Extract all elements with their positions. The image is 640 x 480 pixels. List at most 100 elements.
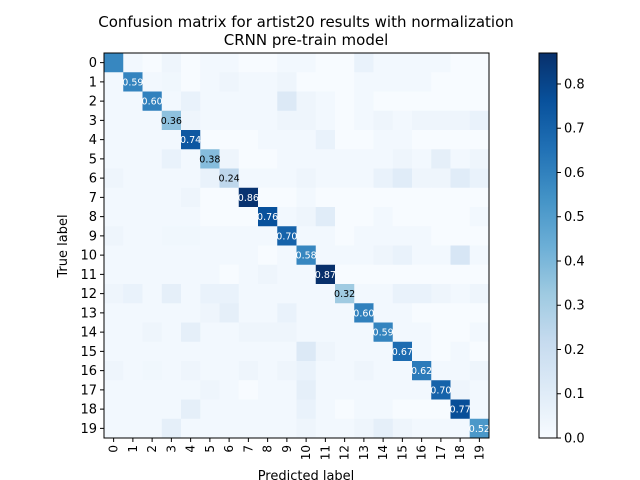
heatmap-cell [354, 53, 374, 73]
heatmap-cell [373, 53, 394, 73]
heatmap-cell [296, 168, 317, 189]
heatmap-cell [412, 53, 432, 73]
heatmap-cell [431, 284, 451, 304]
heatmap-cell [104, 187, 124, 208]
heatmap-cell [181, 149, 201, 169]
heatmap-cell [469, 245, 490, 266]
heatmap-cell [200, 245, 220, 266]
heatmap-cell [161, 303, 182, 323]
heatmap-cell [142, 53, 163, 73]
heatmap-cell [354, 149, 374, 169]
heatmap-cell [392, 187, 413, 208]
heatmap-cell [238, 207, 259, 227]
y-tick-label: 18 [80, 403, 97, 418]
x-tick-label: 8 [261, 445, 275, 453]
heatmap-cell [335, 264, 355, 285]
heatmap-cell [450, 226, 471, 246]
heatmap-cell [238, 418, 259, 439]
heatmap-cell [200, 418, 220, 439]
heatmap-cell [412, 91, 432, 112]
heatmap-cell [238, 91, 259, 112]
heatmap-cell [104, 168, 124, 189]
x-tick-label: 14 [376, 445, 390, 460]
heatmap-cell [277, 187, 297, 208]
heatmap-cell [181, 264, 201, 285]
heatmap-cell [219, 149, 240, 169]
heatmap-cell [142, 284, 163, 304]
heatmap-cell [431, 207, 451, 227]
heatmap-cell [431, 110, 451, 131]
heatmap-cell [142, 168, 163, 189]
cell-value-label: 0.24 [219, 174, 240, 185]
heatmap-cell [200, 380, 220, 400]
heatmap-cell [373, 264, 394, 285]
heatmap-cell [412, 130, 432, 150]
heatmap-cell [277, 284, 297, 304]
heatmap-cell [161, 361, 182, 381]
heatmap-cell [258, 187, 278, 208]
heatmap-cell [450, 187, 471, 208]
heatmap-cell [104, 264, 124, 285]
heatmap-cell [200, 207, 220, 227]
heatmap-cell [181, 110, 201, 131]
x-tick-label: 5 [203, 445, 217, 453]
heatmap-cell [258, 91, 278, 112]
heatmap-cell [412, 207, 432, 227]
y-tick-label: 12 [80, 287, 97, 302]
cell-value-label: 0.52 [469, 424, 490, 435]
heatmap-cell [142, 187, 163, 208]
heatmap-cell [142, 418, 163, 439]
y-tick-label: 10 [80, 249, 97, 264]
heatmap-cell [450, 264, 471, 285]
heatmap-cell [258, 53, 278, 73]
heatmap-cell [161, 207, 182, 227]
x-tick-label: 15 [395, 445, 409, 460]
heatmap-cell [238, 284, 259, 304]
heatmap-cell [123, 303, 143, 323]
heatmap-cell [200, 284, 220, 304]
heatmap-cell [412, 187, 432, 208]
heatmap-cell [161, 72, 182, 92]
heatmap-cell [354, 226, 374, 246]
heatmap-cell [354, 110, 374, 131]
heatmap-cell [296, 341, 317, 362]
heatmap-cell [354, 303, 374, 323]
heatmap-cell [354, 168, 374, 189]
colorbar-tick-label: 0.5 [564, 210, 585, 225]
heatmap-cell [238, 187, 259, 208]
heatmap-cell [392, 91, 413, 112]
x-tick-label: 19 [472, 445, 486, 460]
heatmap-cell [238, 130, 259, 150]
heatmap-cell [161, 110, 182, 131]
heatmap-cell [450, 168, 471, 189]
heatmap-cell [142, 264, 163, 285]
cell-value-label: 0.62 [411, 366, 432, 377]
y-axis-label: True label [56, 214, 71, 278]
heatmap-cell [392, 149, 413, 169]
heatmap-cell [431, 245, 451, 266]
heatmap-cell [258, 322, 278, 343]
heatmap-cell [373, 322, 394, 343]
heatmap-cell [450, 361, 471, 381]
heatmap-cell [354, 245, 374, 266]
heatmap-cell [181, 322, 201, 343]
cell-value-label: 0.76 [257, 212, 278, 223]
heatmap-cell [123, 130, 143, 150]
heatmap-cell [450, 380, 471, 400]
heatmap-cell [219, 91, 240, 112]
heatmap-cell [315, 110, 336, 131]
heatmap-cell [412, 245, 432, 266]
heatmap-cell [354, 91, 374, 112]
heatmap-cell [219, 399, 240, 420]
heatmap-cell [412, 149, 432, 169]
heatmap-cell [277, 380, 297, 400]
heatmap-cell [200, 341, 220, 362]
heatmap-cell [392, 207, 413, 227]
heatmap-cell [354, 399, 374, 420]
y-tick-label: 15 [80, 345, 97, 360]
heatmap-frame [103, 52, 490, 439]
cell-value-label: 0.74 [180, 135, 201, 146]
colorbar-tick-label: 0.6 [564, 166, 585, 181]
heatmap-cell [431, 380, 451, 400]
heatmap-cell [373, 284, 394, 304]
